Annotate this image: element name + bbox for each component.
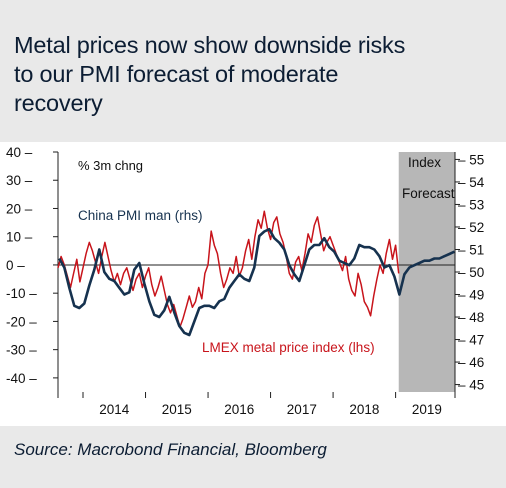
- chart-title: Metal prices now show downside risks to …: [14, 31, 494, 118]
- x-tick-label: 2017: [287, 402, 317, 417]
- title-line-3: recovery: [14, 90, 103, 116]
- right-tick-label: – 49: [458, 288, 484, 303]
- forecast-label: Forecast: [402, 186, 455, 201]
- right-tick-label: – 53: [458, 197, 484, 212]
- chart-svg: -40 –-30 –-20 –-10 –0 –10 –20 –30 –40 – …: [6, 145, 485, 417]
- left-tick-label: 40 –: [6, 145, 33, 160]
- title-line-1: Metal prices now show downside risks: [14, 32, 406, 58]
- left-axis-unit-label: % 3m chng: [78, 158, 143, 173]
- left-tick-label: -40 –: [6, 371, 37, 386]
- left-tick-label: 0 –: [6, 258, 25, 273]
- left-tick-label: -30 –: [6, 343, 37, 358]
- x-tick-label: 2019: [412, 402, 442, 417]
- right-tick-label: – 50: [458, 265, 484, 280]
- chart-area: -40 – -30 – -20 – -10 –0 –10 –20 –30 –40 – …: [0, 142, 506, 426]
- forecast-shade: [398, 152, 455, 392]
- right-tick-label: – 47: [458, 333, 484, 348]
- left-tick-label: -10 –: [6, 286, 37, 301]
- x-tick-label: 2014: [99, 402, 130, 417]
- right-tick-label: – 55: [458, 152, 484, 167]
- x-tick-label: 2015: [162, 402, 192, 417]
- right-tick-label: – 46: [458, 355, 484, 370]
- right-tick-label: – 51: [458, 242, 484, 257]
- x-tick-label: 2016: [224, 402, 254, 417]
- series-line-pmi: [58, 227, 455, 337]
- title-line-2: to our PMI forecast of moderate: [14, 61, 339, 87]
- right-tick-label: – 54: [458, 175, 485, 190]
- left-tick-label: 10 –: [6, 230, 33, 245]
- legend-label-lmex: LMEX metal price index (lhs): [202, 340, 375, 355]
- right-tick-label: – 52: [458, 220, 484, 235]
- right-tick-label: – 48: [458, 310, 484, 325]
- left-tick-label: -20 –: [6, 314, 37, 329]
- left-tick-label: 20 –: [6, 201, 33, 216]
- right-axis-label: Index: [408, 155, 441, 170]
- x-tick-label: 2018: [349, 402, 379, 417]
- source-note: Source: Macrobond Financial, Bloomberg: [14, 440, 327, 459]
- left-tick-label: 30 –: [6, 173, 33, 188]
- legend-label-pmi: China PMI man (rhs): [78, 208, 203, 223]
- right-tick-label: – 45: [458, 378, 484, 393]
- series-line-lmex: [57, 210, 400, 328]
